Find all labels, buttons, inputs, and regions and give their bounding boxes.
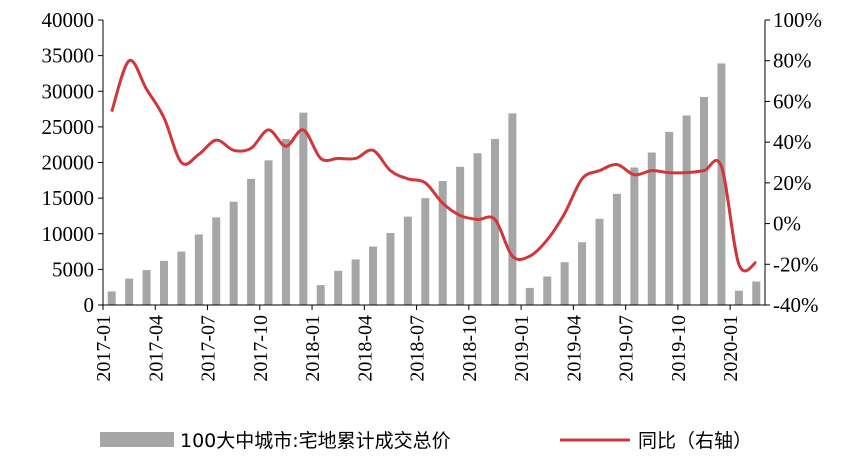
bar-2019-05 — [595, 218, 604, 305]
right-tick-label: -40% — [773, 293, 819, 317]
x-tick-label: 2020-01 — [720, 315, 742, 382]
x-tick-label: 2019-10 — [668, 315, 690, 382]
bar-2019-04 — [578, 242, 587, 305]
legend-bar-label: 100大中城市:宅地累计成交总价 — [180, 430, 451, 452]
bar-2017-03 — [142, 270, 151, 305]
bar-2017-06 — [194, 234, 203, 305]
bar-2017-09 — [247, 178, 256, 305]
left-tick-label: 10000 — [42, 222, 95, 246]
right-tick-label: 0% — [773, 212, 801, 236]
x-tick-label: 2017-07 — [198, 315, 220, 382]
bar-2019-02 — [543, 276, 552, 305]
x-tick-label: 2018-01 — [302, 315, 324, 382]
bar-2017-10 — [264, 160, 273, 305]
bar-series — [107, 63, 761, 306]
left-tick-label: 30000 — [42, 79, 95, 103]
bar-2019-08 — [647, 152, 656, 305]
bar-2017-04 — [159, 260, 168, 305]
bar-2018-09 — [456, 166, 465, 305]
left-tick-label: 40000 — [42, 8, 95, 32]
left-tick-label: 35000 — [42, 44, 95, 68]
x-tick-label: 2017-10 — [250, 315, 272, 382]
left-tick-label: 20000 — [42, 151, 95, 175]
x-tick-label: 2017-04 — [145, 315, 167, 382]
x-tick-label: 2018-10 — [459, 315, 481, 382]
bar-2017-05 — [177, 251, 186, 305]
left-tick-label: 25000 — [42, 115, 95, 139]
bar-2018-12 — [508, 113, 517, 306]
bar-2019-01 — [525, 287, 534, 305]
bar-2017-08 — [229, 201, 238, 305]
bar-2019-06 — [612, 193, 621, 305]
bar-2018-05 — [386, 233, 395, 305]
bar-2018-03 — [351, 259, 360, 305]
left-tick-label: 0 — [84, 293, 95, 317]
yoy-line — [110, 58, 758, 273]
bar-2018-04 — [369, 246, 378, 305]
right-tick-label: 80% — [773, 49, 812, 73]
bar-2018-10 — [473, 153, 482, 305]
right-tick-label: 40% — [773, 130, 812, 154]
right-tick-label: 100% — [773, 8, 822, 32]
left-tick-label: 15000 — [42, 186, 95, 210]
axes: 0 5000 10000 15000 20000 25000 30000 35000 40000… — [42, 8, 823, 382]
x-tick-label: 2018-07 — [407, 315, 429, 382]
legend-bar-swatch — [100, 432, 174, 447]
bar-2019-12 — [717, 63, 726, 306]
right-tick-label: 20% — [773, 171, 812, 195]
bar-2019-09 — [665, 131, 674, 305]
bar-2018-07 — [421, 198, 430, 305]
bar-2019-03 — [560, 262, 569, 305]
bar-2017-02 — [125, 278, 134, 305]
x-tick-label: 2019-07 — [616, 315, 638, 382]
x-tick-label: 2019-04 — [563, 315, 585, 382]
bar-2017-11 — [281, 138, 290, 305]
bar-2017-01 — [107, 291, 116, 305]
bar-2018-01 — [316, 285, 325, 305]
right-tick-label: 60% — [773, 89, 812, 113]
bar-2017-12 — [299, 112, 308, 305]
line-series — [110, 58, 758, 273]
bar-2018-02 — [334, 270, 343, 305]
x-tick-label: 2017-01 — [93, 315, 115, 382]
left-tick-label: 5000 — [52, 257, 94, 281]
bar-2018-11 — [490, 138, 499, 305]
x-tick-label: 2019-01 — [511, 315, 533, 382]
right-tick-label: -20% — [773, 252, 819, 276]
legend-line-label: 同比（右轴） — [638, 430, 752, 452]
bar-2018-08 — [438, 181, 447, 305]
legend: 100大中城市:宅地累计成交总价 同比（右轴） — [100, 430, 752, 452]
bar-2019-11 — [700, 96, 709, 305]
bar-2020-02 — [752, 281, 761, 305]
bar-2019-07 — [630, 167, 639, 305]
bar-2018-06 — [403, 216, 412, 305]
x-tick-label: 2018-04 — [354, 315, 376, 382]
bar-2017-07 — [212, 217, 221, 305]
bar-2019-10 — [682, 115, 691, 305]
bar-2020-01 — [734, 290, 743, 305]
